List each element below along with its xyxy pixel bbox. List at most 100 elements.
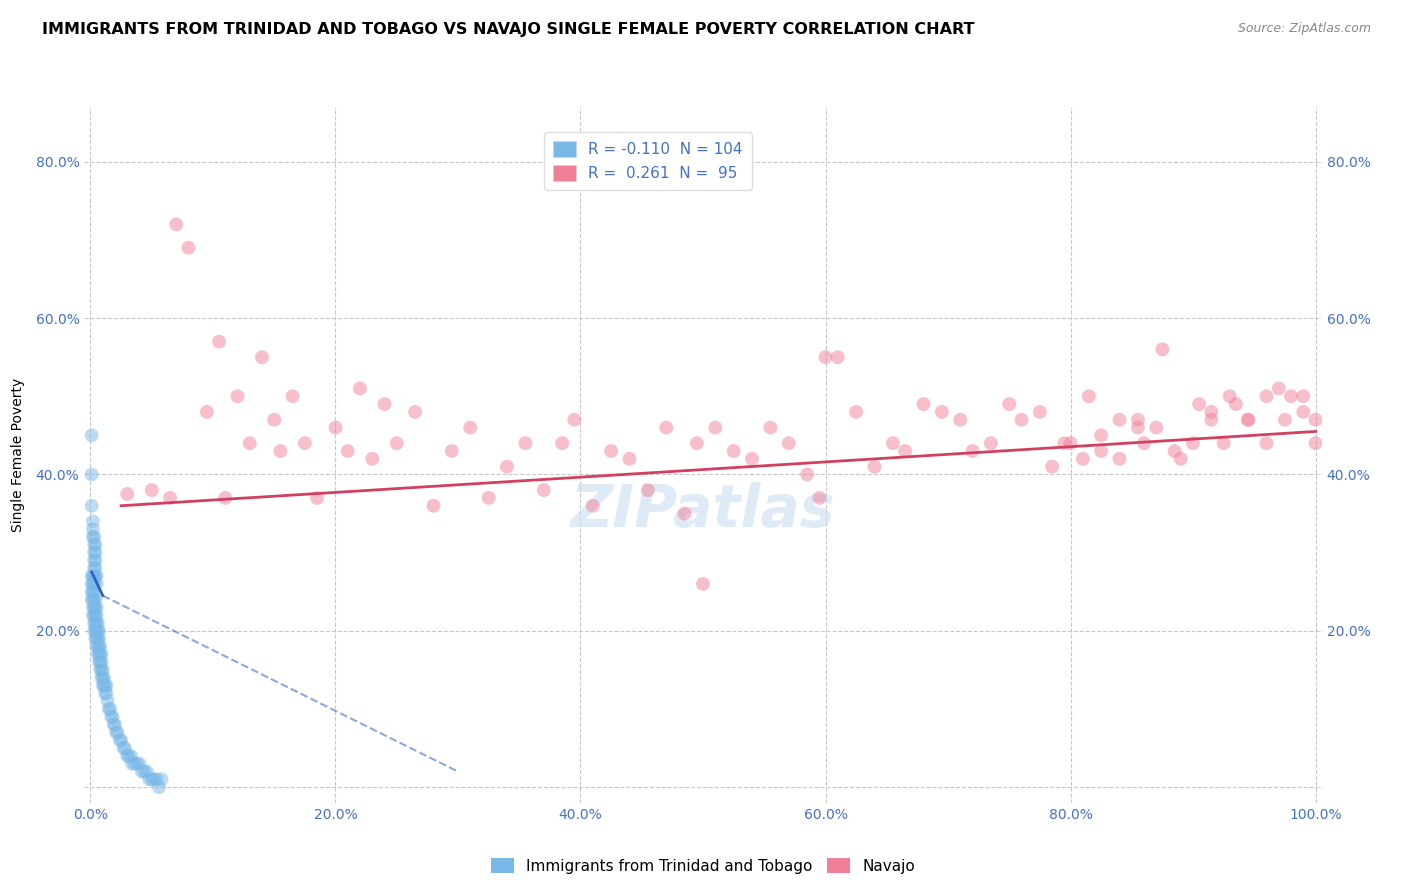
- Point: [90, 655, 112, 669]
- Point: [82, 530, 104, 544]
- Point: [115, 748, 138, 763]
- Point: [89, 640, 111, 654]
- Point: [80, 499, 103, 513]
- Text: IMMIGRANTS FROM TRINIDAD AND TOBAGO VS NAVAJO SINGLE FEMALE POVERTY CORRELATION : IMMIGRANTS FROM TRINIDAD AND TOBAGO VS N…: [42, 22, 974, 37]
- Point: [86, 600, 108, 615]
- Point: [93, 679, 115, 693]
- Point: [82, 608, 104, 623]
- Point: [86, 577, 108, 591]
- Point: [96, 686, 118, 700]
- Point: [1029, 405, 1052, 419]
- Point: [150, 772, 173, 787]
- Point: [1237, 413, 1260, 427]
- Point: [373, 397, 395, 411]
- Point: [759, 420, 782, 434]
- Point: [741, 451, 763, 466]
- Point: [94, 686, 117, 700]
- Point: [263, 413, 285, 427]
- Point: [692, 577, 714, 591]
- Point: [86, 640, 108, 654]
- Point: [84, 592, 107, 607]
- Point: [1225, 397, 1247, 411]
- Point: [778, 436, 800, 450]
- Point: [1256, 436, 1278, 450]
- Point: [84, 553, 107, 567]
- Point: [440, 444, 463, 458]
- Point: [808, 491, 831, 505]
- Point: [195, 405, 218, 419]
- Point: [128, 756, 150, 771]
- Legend: R = -0.110  N = 104, R =  0.261  N =  95: R = -0.110 N = 104, R = 0.261 N = 95: [544, 132, 752, 190]
- Point: [131, 764, 153, 779]
- Point: [82, 569, 104, 583]
- Point: [89, 647, 111, 661]
- Point: [86, 615, 108, 630]
- Point: [141, 772, 163, 787]
- Point: [1256, 389, 1278, 403]
- Point: [962, 444, 984, 458]
- Point: [82, 600, 104, 615]
- Point: [108, 733, 131, 747]
- Point: [86, 624, 108, 638]
- Point: [83, 624, 105, 638]
- Point: [1279, 389, 1302, 403]
- Point: [1188, 397, 1211, 411]
- Point: [91, 679, 114, 693]
- Point: [1090, 444, 1112, 458]
- Point: [83, 569, 105, 583]
- Point: [912, 397, 935, 411]
- Point: [827, 350, 849, 364]
- Point: [82, 577, 104, 591]
- Point: [458, 420, 481, 434]
- Point: [84, 624, 107, 638]
- Point: [87, 615, 110, 630]
- Point: [80, 592, 103, 607]
- Point: [100, 710, 122, 724]
- Point: [104, 717, 127, 731]
- Point: [117, 748, 139, 763]
- Point: [385, 436, 408, 450]
- Point: [931, 405, 953, 419]
- Point: [90, 663, 112, 677]
- Point: [87, 632, 110, 646]
- Point: [1170, 451, 1192, 466]
- Point: [120, 748, 142, 763]
- Point: [87, 640, 110, 654]
- Point: [1237, 413, 1260, 427]
- Point: [86, 569, 108, 583]
- Point: [1108, 413, 1130, 427]
- Point: [84, 632, 107, 646]
- Point: [1201, 405, 1223, 419]
- Point: [845, 405, 868, 419]
- Point: [998, 397, 1021, 411]
- Point: [349, 382, 371, 396]
- Point: [1182, 436, 1205, 450]
- Point: [84, 546, 107, 560]
- Point: [107, 725, 129, 739]
- Point: [110, 733, 132, 747]
- Point: [159, 491, 181, 505]
- Point: [83, 546, 105, 560]
- Point: [89, 655, 111, 669]
- Point: [1071, 451, 1094, 466]
- Point: [336, 444, 359, 458]
- Point: [86, 632, 108, 646]
- Point: [138, 772, 160, 787]
- Point: [97, 702, 120, 716]
- Point: [422, 499, 444, 513]
- Point: [1305, 436, 1327, 450]
- Point: [91, 671, 114, 685]
- Point: [281, 389, 304, 403]
- Point: [96, 679, 118, 693]
- Point: [87, 624, 110, 638]
- Point: [214, 491, 236, 505]
- Point: [80, 569, 103, 583]
- Point: [90, 647, 112, 661]
- Point: [82, 522, 104, 536]
- Legend: Immigrants from Trinidad and Tobago, Navajo: Immigrants from Trinidad and Tobago, Nav…: [485, 852, 921, 880]
- Point: [307, 491, 329, 505]
- Point: [239, 436, 262, 450]
- Point: [1126, 413, 1149, 427]
- Point: [105, 725, 128, 739]
- Point: [1053, 436, 1076, 450]
